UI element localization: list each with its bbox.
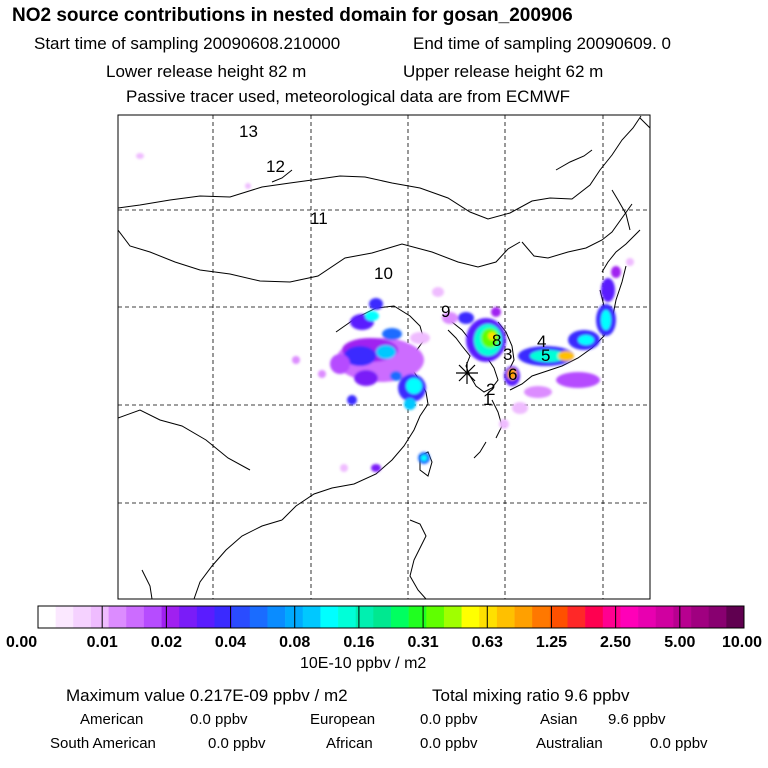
region-name-australian: Australian: [536, 735, 603, 752]
colorbar-cell: [585, 606, 604, 628]
colorbar-cells: [38, 606, 745, 628]
region-name-american: American: [80, 711, 144, 728]
region-value-australian: 0.0 ppbv: [650, 735, 708, 752]
colorbar-cell: [285, 606, 304, 628]
colorbar-cell: [638, 606, 657, 628]
trajectory-labels: 13 12 11 10 9 8 4 3 5 6 2 1: [239, 122, 550, 409]
trajectory-label: 12: [266, 157, 285, 176]
colorbar-tick-label: 0.00: [6, 634, 37, 651]
region-value-african: 0.0 ppbv: [420, 735, 478, 752]
colorbar-tick-label: 0.63: [472, 634, 503, 651]
colorbar-cell: [496, 606, 515, 628]
colorbar-cell: [196, 606, 215, 628]
colorbar-cell: [620, 606, 639, 628]
region-value-asian: 9.6 ppbv: [608, 711, 666, 728]
plot-title: NO2 source contributions in nested domai…: [12, 5, 573, 26]
trajectory-label: 11: [310, 209, 328, 228]
colorbar-cell: [479, 606, 498, 628]
colorbar-tick-label: 5.00: [664, 634, 695, 651]
colorbar-cell: [232, 606, 251, 628]
region-value-european: 0.0 ppbv: [420, 711, 478, 728]
colorbar-tick-label: 10.00: [722, 634, 762, 651]
colorbar-cell: [302, 606, 321, 628]
colorbar-tick-label: 0.04: [215, 634, 246, 651]
start-time-label: Start time of sampling 20090608.210000: [34, 34, 341, 53]
colorbar-cell: [126, 606, 145, 628]
upper-release-label: Upper release height 62 m: [403, 62, 604, 81]
colorbar-cell: [514, 606, 533, 628]
region-name-south-american: South American: [50, 735, 156, 752]
colorbar-frame: [37, 605, 745, 629]
trajectory-label: 1: [483, 390, 492, 409]
region-name-african: African: [326, 735, 373, 752]
colorbar-cell: [55, 606, 74, 628]
colorbar-cell: [602, 606, 621, 628]
colorbar-cell: [249, 606, 268, 628]
colorbar-cell: [391, 606, 409, 628]
end-time-label: End time of sampling 20090609. 0: [413, 34, 672, 53]
colorbar-cell: [355, 606, 374, 628]
colorbar-cell: [338, 606, 356, 628]
colorbar-cell: [108, 606, 127, 628]
concentration-field: [136, 153, 634, 472]
colorbar-cell: [161, 606, 180, 628]
region-value-south-american: 0.0 ppbv: [208, 735, 266, 752]
maximum-value-label: Maximum value 0.217E-09 ppbv / m2: [66, 686, 348, 705]
colorbar-cell: [567, 606, 586, 628]
colorbar-cell: [179, 606, 198, 628]
receptor-marker-icon: [456, 362, 478, 384]
trajectory-label: 5: [541, 346, 550, 365]
colorbar-cell: [73, 606, 92, 628]
colorbar-cell: [532, 606, 551, 628]
trajectory-label: 8: [492, 331, 501, 350]
colorbar-tick-label: 0.02: [151, 634, 182, 651]
colorbar-tick-label: 1.25: [536, 634, 567, 651]
colorbar-cell: [426, 606, 445, 628]
colorbar-tick-label: 0.01: [87, 634, 118, 651]
colorbar-unit: 10E-10 ppbv / m2: [300, 655, 427, 672]
colorbar-cell: [655, 606, 674, 628]
colorbar-cell: [143, 606, 162, 628]
colorbar-tick-labels: 0.00 0.01 0.02 0.04 0.08 0.16 0.31 0.63 1.25 2.50…: [6, 634, 762, 651]
trajectory-label: 4: [537, 332, 546, 351]
colorbar-cell: [214, 606, 233, 628]
lat-lon-grid: [118, 115, 650, 599]
colorbar-cell: [443, 606, 462, 628]
colorbar-cell: [549, 606, 568, 628]
colorbar-cell: [38, 606, 56, 628]
colorbar-tick-label: 0.31: [408, 634, 439, 651]
colorbar-cell: [320, 606, 339, 628]
lower-release-label: Lower release height 82 m: [106, 62, 307, 81]
colorbar-tick-label: 2.50: [600, 634, 631, 651]
colorbar-cell: [408, 606, 427, 628]
colorbar-cell: [726, 606, 745, 628]
colorbar-cell: [373, 606, 392, 628]
colorbar-cell: [708, 606, 727, 628]
trajectory-label: 2: [486, 380, 495, 399]
colorbar-cell: [90, 606, 109, 628]
trajectory-label: 13: [239, 122, 258, 141]
colorbar-cell: [673, 606, 692, 628]
trajectory-label: 9: [441, 302, 450, 321]
tracer-note: Passive tracer used, meteorological data…: [126, 87, 571, 106]
colorbar-tick-label: 0.16: [343, 634, 374, 651]
colorbar: 0.00 0.01 0.02 0.04 0.08 0.16 0.31 0.63 1.25 2.50…: [6, 605, 762, 651]
trajectory-label: 3: [503, 345, 512, 364]
region-name-european: European: [310, 711, 376, 728]
colorbar-cell: [461, 606, 480, 628]
trajectory-label: 6: [508, 365, 517, 384]
region-name-asian: Asian: [540, 711, 578, 728]
colorbar-cell: [691, 606, 709, 628]
colorbar-cell: [267, 606, 286, 628]
colorbar-tick-label: 0.08: [279, 634, 310, 651]
total-mixing-ratio-label: Total mixing ratio 9.6 ppbv: [432, 686, 630, 705]
trajectory-label: 10: [374, 264, 393, 283]
region-value-american: 0.0 ppbv: [190, 711, 248, 728]
map-frame: [117, 114, 651, 600]
